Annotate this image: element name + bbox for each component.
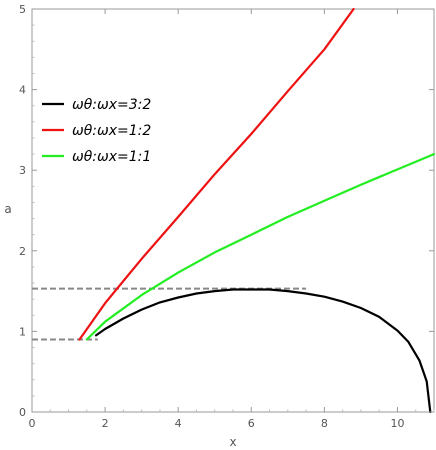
reference-lines <box>32 287 307 341</box>
legend-label-1: ωθ:ωx=1:2 <box>72 123 151 139</box>
x-axis-label: x <box>229 435 236 449</box>
series-lines <box>78 7 436 414</box>
plot-frame <box>31 8 435 413</box>
y-tick-label: 3 <box>19 164 26 177</box>
x-tick-label: 10 <box>390 417 404 430</box>
y-tick-label: 5 <box>19 3 26 16</box>
y-tick-label: 1 <box>19 325 26 338</box>
y-axis-ticks: 0 1 2 3 4 5 <box>19 3 434 419</box>
series-line-0 <box>94 288 432 414</box>
x-tick-label: 0 <box>29 417 36 430</box>
y-axis-label: a <box>4 202 11 216</box>
legend-label-2: ωθ:ωx=1:1 <box>72 149 151 165</box>
x-tick-label: 4 <box>175 417 182 430</box>
y-tick-label: 0 <box>19 406 26 419</box>
x-tick-label: 2 <box>102 417 109 430</box>
series-line-2 <box>85 153 436 341</box>
x-tick-label: 8 <box>321 417 328 430</box>
y-tick-label: 2 <box>19 245 26 258</box>
series-line-1 <box>78 7 355 341</box>
legend: ωθ:ωx=3:2 ωθ:ωx=1:2 ωθ:ωx=1:1 <box>42 97 151 165</box>
legend-label-0: ωθ:ωx=3:2 <box>72 97 151 113</box>
y-tick-label: 4 <box>19 84 26 97</box>
x-axis-ticks: 0 2 4 6 8 10 <box>29 9 435 430</box>
x-tick-label: 6 <box>248 417 255 430</box>
